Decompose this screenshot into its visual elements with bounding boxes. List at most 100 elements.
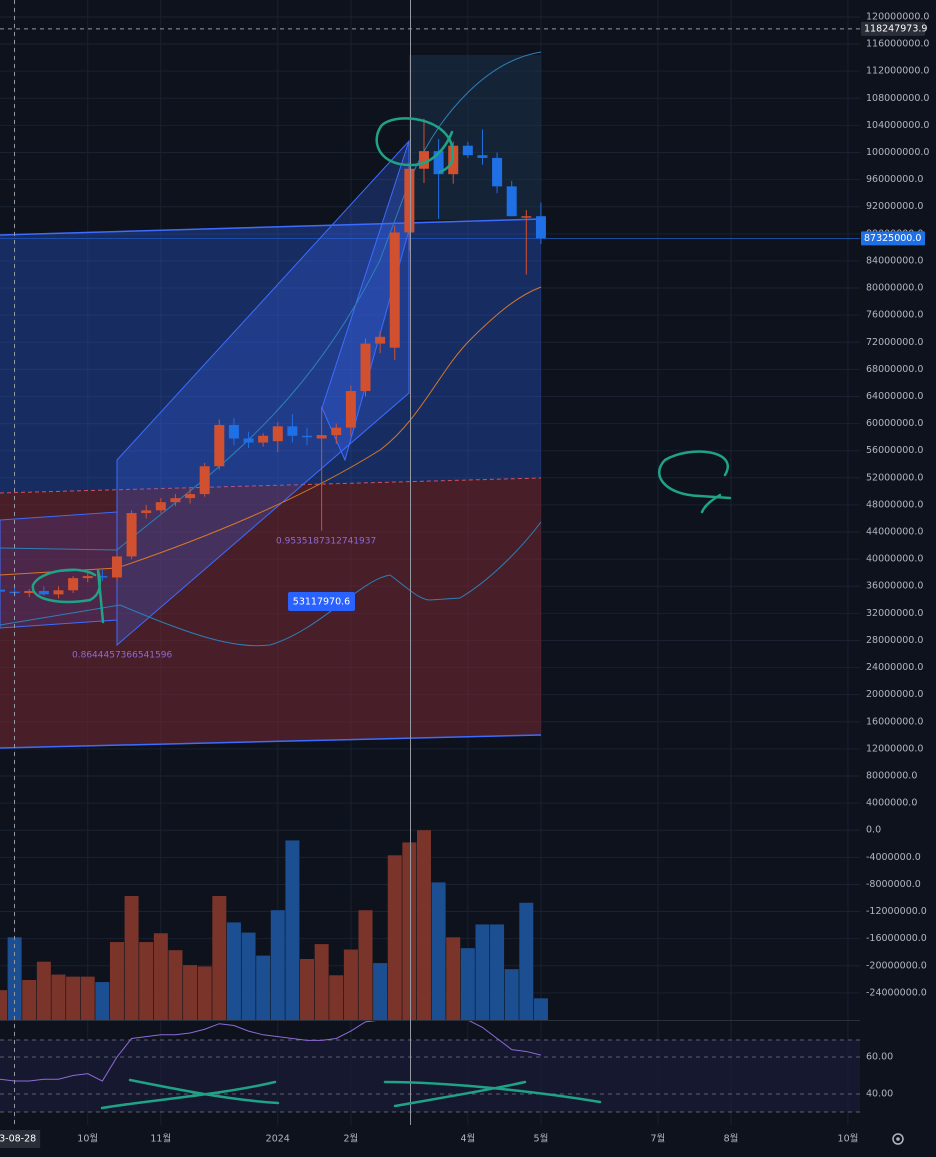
x-tick-label: 10월 bbox=[77, 1133, 98, 1145]
volume-bar bbox=[212, 895, 227, 1020]
volume-bar bbox=[139, 942, 154, 1020]
y-tick-label: 44000000.0 bbox=[866, 527, 923, 538]
channel-line bbox=[0, 734, 542, 749]
y-tick-label: -20000000.0 bbox=[866, 960, 927, 971]
y-tick-label: 84000000.0 bbox=[866, 255, 923, 266]
price-tag bbox=[861, 231, 925, 246]
settings-button[interactable] bbox=[892, 1133, 904, 1145]
price-callout bbox=[288, 592, 355, 611]
candle-body bbox=[418, 151, 429, 169]
x-tick-label: 2024 bbox=[266, 1134, 290, 1145]
volume-bar bbox=[197, 966, 212, 1020]
y-tick-label: 12000000.0 bbox=[866, 743, 923, 754]
candle-body bbox=[492, 157, 503, 187]
y-tick-label: -16000000.0 bbox=[866, 933, 927, 944]
channel-mid bbox=[0, 477, 542, 494]
price-tag-label: 118247973.9 bbox=[864, 23, 927, 34]
volume-bar bbox=[0, 990, 7, 1020]
volume-bar bbox=[533, 998, 548, 1020]
bollinger-basis bbox=[0, 286, 542, 576]
doodle bbox=[31, 568, 105, 624]
candle-body bbox=[331, 427, 342, 436]
doodles bbox=[31, 117, 732, 1110]
y-tick-label: 76000000.0 bbox=[866, 310, 923, 321]
candle-body bbox=[302, 435, 313, 438]
rsi-tick-label: 60.00 bbox=[866, 1052, 893, 1063]
y-tick-label: 72000000.0 bbox=[866, 337, 923, 348]
rsi bbox=[0, 1021, 860, 1095]
candle-body bbox=[375, 336, 386, 344]
volume-bar bbox=[504, 969, 519, 1020]
volume-bar bbox=[416, 830, 431, 1020]
x-tick-label: 7월 bbox=[651, 1133, 666, 1145]
y-tick-label: 40000000.0 bbox=[866, 554, 923, 565]
settings-icon[interactable] bbox=[892, 1133, 904, 1145]
candle-body bbox=[82, 576, 93, 579]
doodle bbox=[375, 117, 455, 174]
channel-line bbox=[0, 218, 542, 236]
rsi-line bbox=[0, 1021, 542, 1082]
volume-bar bbox=[285, 840, 300, 1020]
y-tick-label: 112000000.0 bbox=[866, 66, 929, 77]
candle-body bbox=[404, 168, 415, 233]
y-tick-label: -8000000.0 bbox=[866, 879, 921, 890]
fib-label: 0.8644457366541596 bbox=[72, 651, 172, 661]
volume-bar bbox=[519, 902, 534, 1020]
doodle bbox=[383, 1080, 602, 1108]
price-callout-label: 53117970.6 bbox=[293, 597, 350, 608]
volume-bar bbox=[124, 895, 139, 1020]
y-tick-label: 28000000.0 bbox=[866, 635, 923, 646]
y-tick-label: 80000000.0 bbox=[866, 283, 923, 294]
volume-bar bbox=[66, 976, 81, 1020]
candle-body bbox=[141, 510, 152, 514]
y-tick-label: 8000000.0 bbox=[866, 771, 917, 782]
volume-bar bbox=[153, 933, 168, 1020]
candle-body bbox=[535, 216, 546, 239]
y-tick-label: 108000000.0 bbox=[866, 93, 929, 104]
volume-bar bbox=[314, 944, 329, 1020]
y-tick-label: 68000000.0 bbox=[866, 364, 923, 375]
volume-bar bbox=[256, 955, 271, 1020]
price-tag bbox=[861, 21, 925, 36]
x-tick-label: 5월 bbox=[534, 1133, 549, 1145]
volume-bar bbox=[95, 982, 110, 1020]
y-tick-label: 0.0 bbox=[866, 825, 881, 836]
candle-body bbox=[155, 502, 166, 511]
settings-icon-dot[interactable] bbox=[896, 1137, 900, 1141]
y-tick-label: 96000000.0 bbox=[866, 174, 923, 185]
y-tick-label: 16000000.0 bbox=[866, 716, 923, 727]
candle-body bbox=[199, 466, 210, 495]
volume-bar bbox=[22, 980, 37, 1020]
y-tick-label: -12000000.0 bbox=[866, 906, 927, 917]
candle-body bbox=[272, 426, 283, 442]
price-axis bbox=[860, 0, 936, 1125]
time-axis: 23-08-28 10월 11월 2024 2월 4월 5월 7월 8월 10월 bbox=[0, 1130, 858, 1148]
volume-bar bbox=[300, 959, 315, 1020]
y-tick-label: 36000000.0 bbox=[866, 581, 923, 592]
y-tick-label: -24000000.0 bbox=[866, 987, 927, 998]
x-tick-label: 4월 bbox=[460, 1133, 475, 1145]
volume-bar bbox=[51, 974, 66, 1020]
y-tick-label: 104000000.0 bbox=[866, 120, 929, 131]
y-tick-label: 100000000.0 bbox=[866, 147, 929, 158]
volume-bar bbox=[109, 942, 124, 1020]
candle-body bbox=[111, 556, 122, 578]
y-tick-label: -4000000.0 bbox=[866, 852, 921, 863]
volume-bar bbox=[358, 910, 373, 1020]
candle-body bbox=[258, 435, 269, 443]
price-tag-label: 87325000.0 bbox=[864, 233, 921, 244]
doodle bbox=[100, 1078, 280, 1110]
x-tick-label: 2월 bbox=[343, 1133, 358, 1145]
candle-body bbox=[521, 216, 532, 218]
volume-bar bbox=[241, 932, 256, 1020]
y-tick-label: 24000000.0 bbox=[866, 662, 923, 673]
fib-label: 0.9535187312741937 bbox=[276, 537, 376, 547]
x-tick-label: 11월 bbox=[150, 1133, 171, 1145]
candle-body bbox=[126, 513, 137, 557]
candles bbox=[0, 118, 546, 599]
y-tick-label: 60000000.0 bbox=[866, 418, 923, 429]
volume-bar bbox=[373, 963, 388, 1020]
volume-bar bbox=[226, 922, 241, 1020]
doodle bbox=[658, 450, 732, 514]
